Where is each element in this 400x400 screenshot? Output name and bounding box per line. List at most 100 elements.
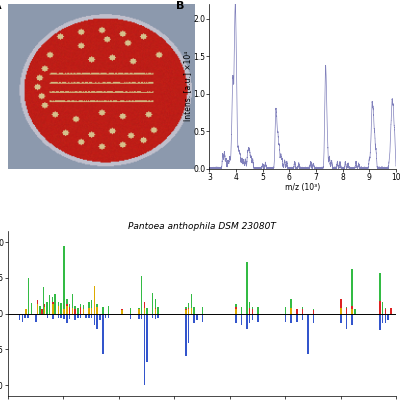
Bar bbox=[69, 307, 70, 314]
Bar bbox=[80, 307, 81, 314]
Bar bbox=[105, 314, 106, 318]
Bar bbox=[74, 309, 76, 314]
Bar bbox=[257, 314, 259, 322]
Bar bbox=[44, 304, 45, 314]
Bar bbox=[379, 273, 381, 314]
Bar bbox=[290, 299, 292, 314]
Bar bbox=[313, 314, 314, 323]
Bar bbox=[191, 308, 192, 314]
Bar bbox=[188, 303, 190, 314]
Bar bbox=[252, 314, 253, 320]
Bar bbox=[146, 308, 148, 314]
Bar bbox=[138, 309, 140, 314]
Y-axis label: Intens. [a.u.] ×10⁴: Intens. [a.u.] ×10⁴ bbox=[183, 51, 192, 122]
Bar bbox=[352, 306, 353, 314]
Bar bbox=[296, 309, 298, 314]
Bar bbox=[191, 294, 192, 314]
Bar bbox=[155, 309, 156, 314]
Bar bbox=[37, 300, 38, 314]
Bar bbox=[202, 307, 203, 314]
Bar bbox=[235, 309, 236, 314]
Bar bbox=[52, 297, 53, 314]
Bar bbox=[185, 314, 187, 356]
Bar bbox=[158, 307, 159, 314]
Bar bbox=[340, 307, 342, 314]
Bar bbox=[340, 314, 342, 323]
Bar bbox=[307, 314, 309, 354]
Bar bbox=[185, 307, 187, 314]
Bar bbox=[188, 314, 190, 343]
Bar bbox=[83, 309, 84, 314]
Bar bbox=[37, 304, 38, 314]
Bar bbox=[346, 307, 348, 314]
Bar bbox=[88, 302, 90, 314]
Bar bbox=[130, 314, 131, 319]
Bar bbox=[185, 309, 187, 314]
Bar bbox=[46, 314, 48, 318]
Bar bbox=[285, 314, 286, 322]
Bar bbox=[49, 295, 50, 314]
Bar bbox=[144, 314, 145, 385]
Bar bbox=[385, 309, 386, 314]
Bar bbox=[41, 309, 42, 314]
Bar bbox=[25, 309, 26, 314]
Bar bbox=[102, 314, 104, 354]
Bar bbox=[88, 314, 90, 318]
Bar bbox=[185, 310, 187, 314]
Bar bbox=[246, 262, 248, 314]
Bar bbox=[108, 314, 109, 318]
Bar bbox=[346, 314, 348, 329]
Bar bbox=[379, 301, 381, 314]
Bar bbox=[94, 286, 95, 314]
Bar bbox=[85, 314, 87, 318]
Bar bbox=[80, 314, 81, 318]
Bar bbox=[388, 314, 389, 320]
Bar bbox=[58, 302, 59, 314]
Text: B: B bbox=[176, 1, 184, 11]
Bar bbox=[43, 287, 44, 314]
Bar bbox=[96, 308, 98, 314]
Bar bbox=[240, 314, 242, 325]
Bar bbox=[74, 306, 76, 314]
Bar bbox=[122, 309, 123, 314]
Bar bbox=[66, 306, 68, 314]
Bar bbox=[58, 314, 59, 318]
Bar bbox=[66, 299, 68, 314]
X-axis label: m/z (10³): m/z (10³) bbox=[285, 183, 320, 192]
Bar bbox=[194, 314, 195, 323]
Bar bbox=[340, 299, 342, 314]
Bar bbox=[94, 294, 95, 314]
Bar bbox=[152, 293, 154, 314]
Bar bbox=[390, 308, 392, 314]
Bar bbox=[63, 246, 65, 314]
Bar bbox=[252, 307, 253, 314]
Bar bbox=[96, 304, 98, 314]
Bar bbox=[302, 309, 303, 314]
Bar bbox=[196, 314, 198, 320]
Bar bbox=[80, 304, 81, 314]
Bar bbox=[54, 294, 56, 314]
Bar bbox=[340, 308, 342, 314]
Bar bbox=[313, 310, 314, 314]
Bar bbox=[96, 307, 98, 314]
Bar bbox=[138, 308, 140, 314]
Bar bbox=[25, 309, 26, 314]
Bar bbox=[72, 308, 73, 314]
Text: A: A bbox=[0, 1, 2, 11]
Bar bbox=[188, 308, 190, 314]
Bar bbox=[99, 314, 101, 320]
Bar bbox=[290, 314, 292, 323]
Bar bbox=[88, 308, 90, 314]
Bar bbox=[235, 304, 236, 314]
Bar bbox=[235, 314, 236, 323]
Bar bbox=[30, 303, 32, 314]
Bar bbox=[249, 302, 250, 314]
Bar bbox=[249, 308, 250, 314]
Bar bbox=[302, 314, 303, 320]
Bar bbox=[130, 308, 131, 314]
Bar bbox=[252, 309, 253, 314]
Bar bbox=[77, 308, 79, 314]
Bar bbox=[155, 314, 156, 319]
Bar bbox=[290, 308, 292, 314]
Bar bbox=[22, 314, 23, 322]
